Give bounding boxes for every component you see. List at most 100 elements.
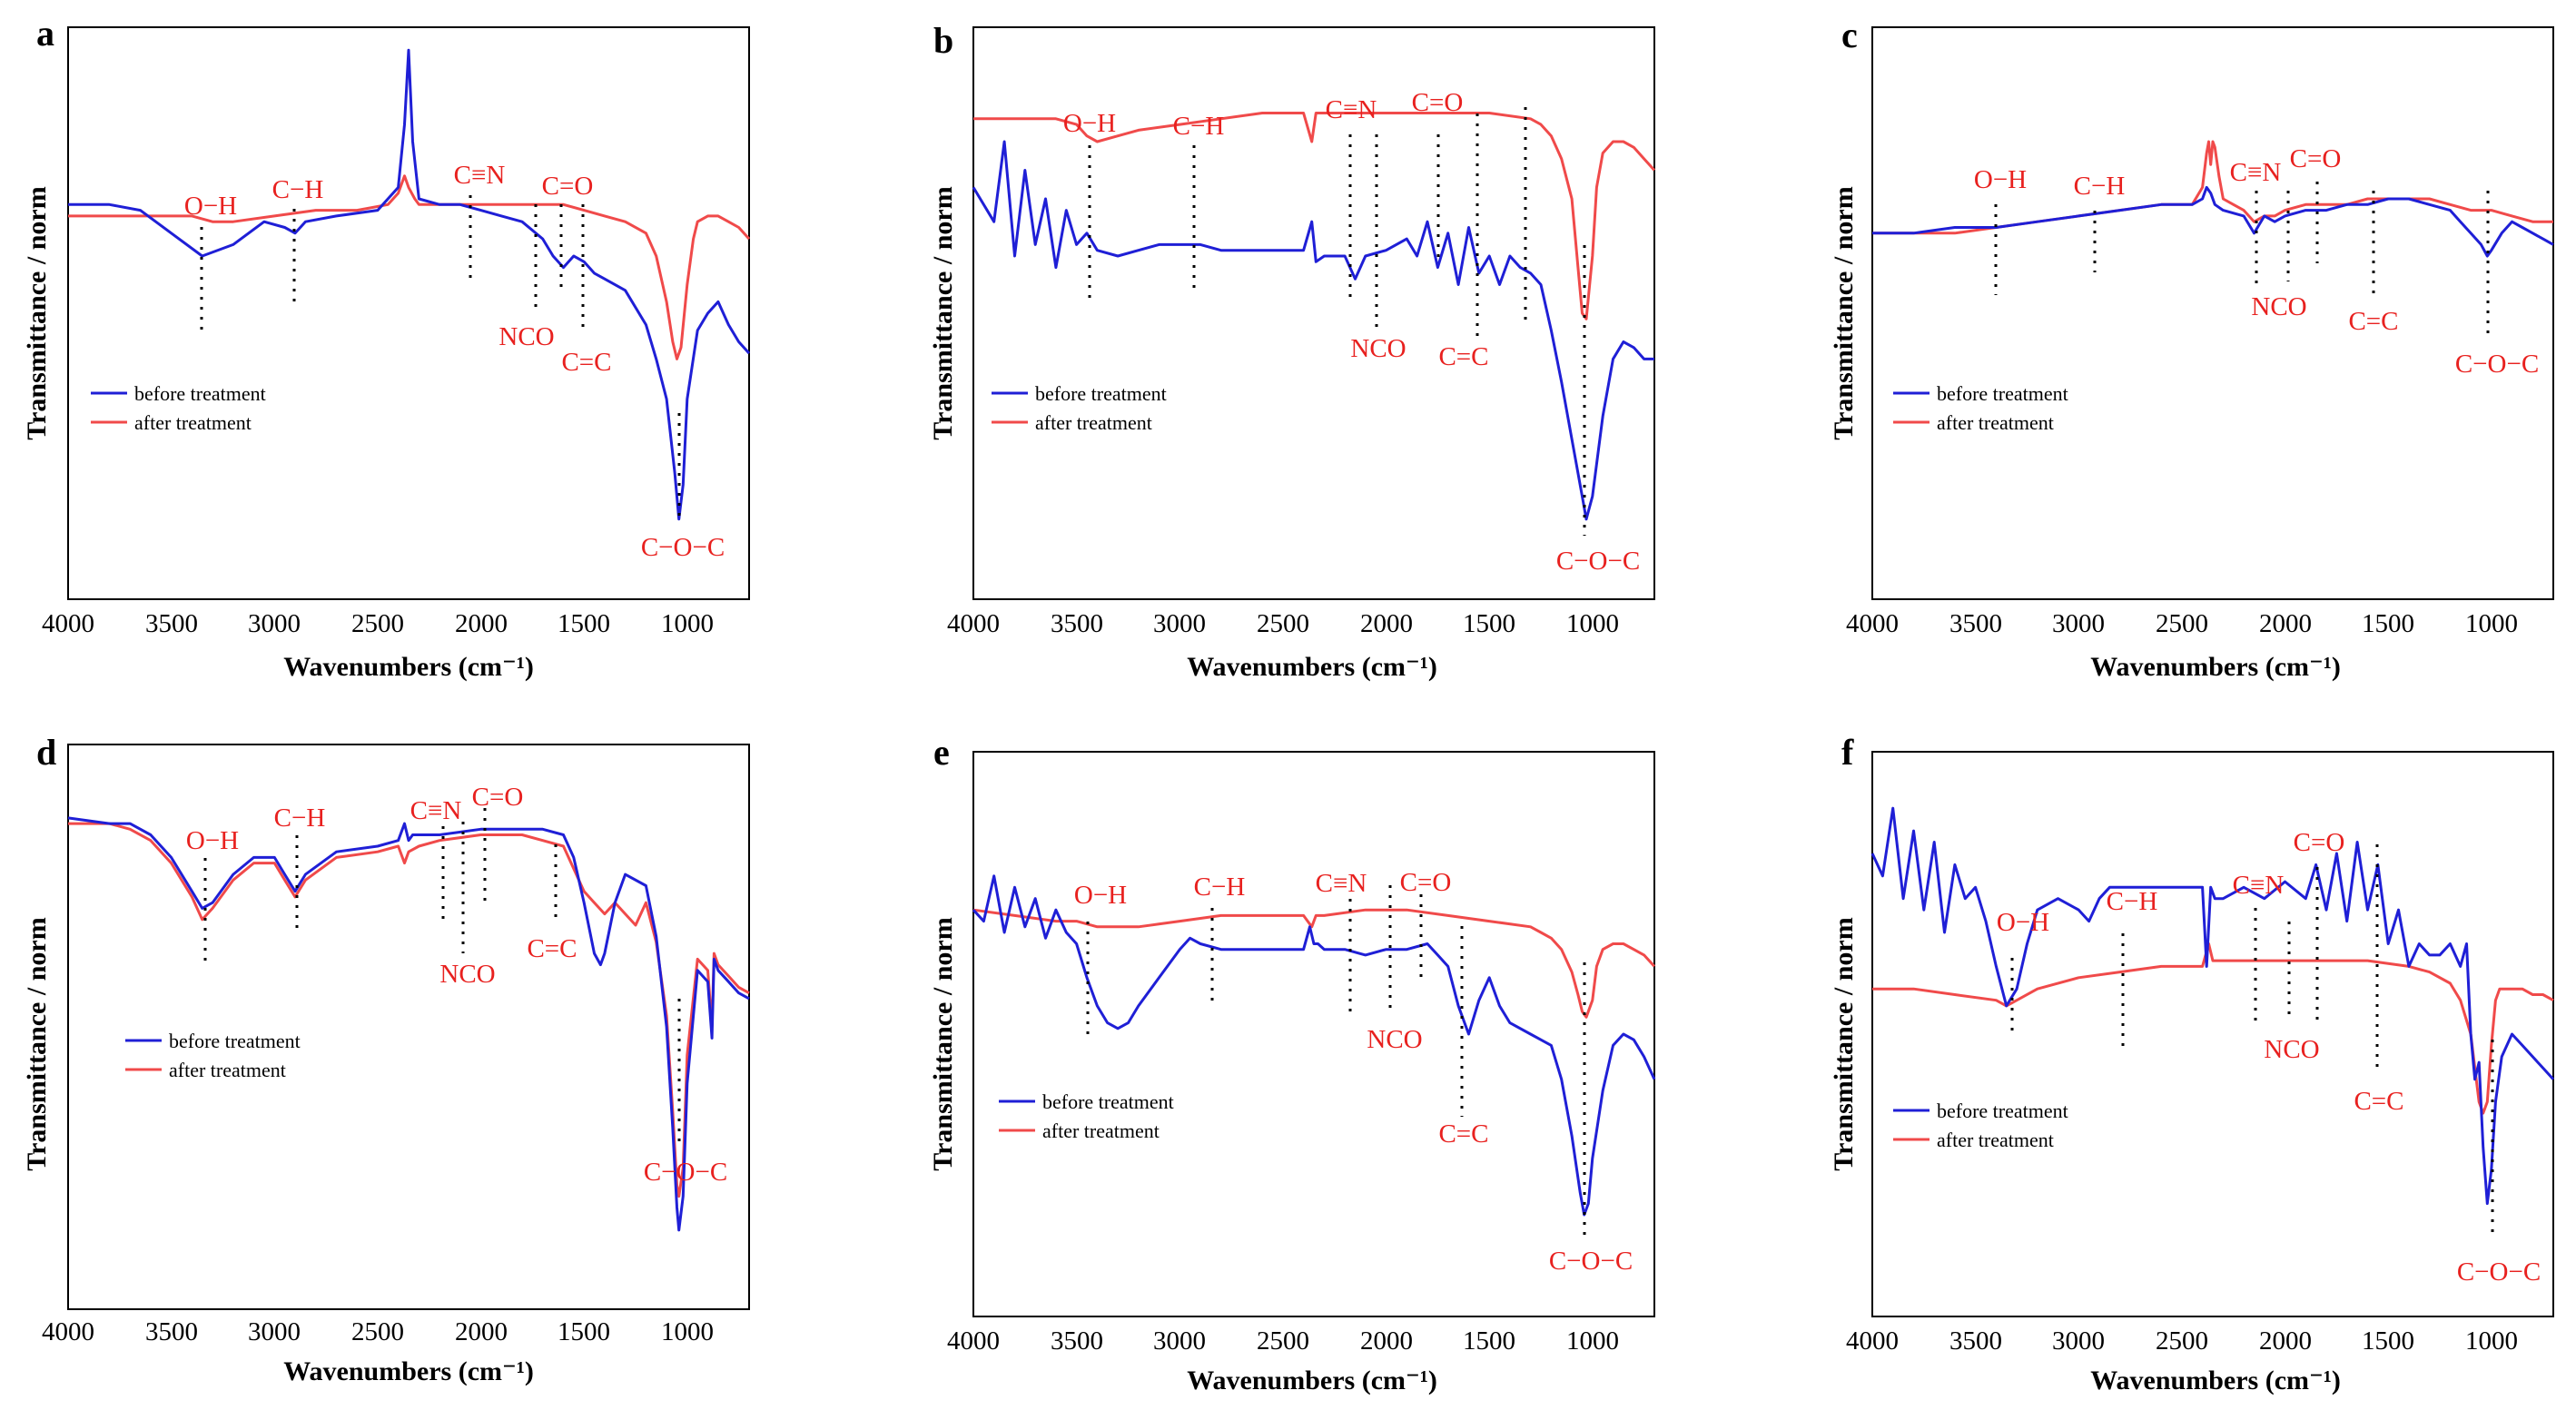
panel-letter-d: d — [36, 732, 56, 773]
x-tick-label: 2000 — [455, 1317, 508, 1346]
annotation-label-cn: C≡N — [2233, 871, 2285, 900]
legend-e: before treatment after treatment — [999, 1090, 1174, 1142]
series-layer-d — [67, 816, 750, 1232]
x-tick-label: 2000 — [2259, 1326, 2312, 1356]
annotation-label-nco: NCO — [498, 322, 554, 351]
series-line-before-b — [972, 140, 1654, 521]
x-tick-label: 3000 — [2052, 1326, 2105, 1356]
x-tick-label: 1000 — [1566, 609, 1619, 638]
annotation-label-co: C=O — [1400, 868, 1452, 897]
legend-label-before: before treatment — [1035, 382, 1167, 405]
legend-b: before treatment after treatment — [992, 382, 1167, 434]
legend-label-after: after treatment — [1937, 1129, 2054, 1151]
y-axis-title-e: Transmittance / norm — [928, 917, 958, 1170]
series-layer-a — [68, 48, 751, 521]
x-tick-label: 4000 — [947, 609, 1000, 638]
annotation-label-co: C=O — [472, 783, 524, 812]
annotation-label-co: C=O — [2290, 144, 2342, 173]
x-axis-title-b: Wavenumbers (cm⁻¹) — [1187, 652, 1437, 682]
series-line-after-e — [972, 908, 1656, 1019]
annotation-label-nco: NCO — [1350, 334, 1406, 363]
annotation-label-cn: C≡N — [1326, 95, 1377, 124]
x-tick-label: 4000 — [42, 609, 94, 638]
annotation-label-oh: O−H — [1074, 881, 1127, 910]
annotation-label-co: C=O — [1412, 88, 1464, 117]
x-tick-label: 3000 — [248, 1317, 301, 1346]
x-tick-label: 2000 — [1360, 1326, 1413, 1356]
x-tick-label: 2000 — [1360, 609, 1413, 638]
series-line-before-c — [1872, 185, 2554, 258]
panel-b: b Transmittance / norm Wavenumbers (cm⁻¹… — [928, 20, 1656, 682]
x-axis-title-e: Wavenumbers (cm⁻¹) — [1187, 1366, 1437, 1395]
legend-label-after: after treatment — [1937, 411, 2054, 434]
annotation-label-coc: C−O−C — [2457, 1257, 2541, 1287]
annotation-label-nco: NCO — [1367, 1025, 1422, 1054]
x-tick-labels-a: 4000 3500 3000 2500 2000 1500 1000 — [42, 609, 714, 638]
annotations-f: O−H C−H C≡N C=O NCO C=C C−O−C — [1997, 828, 2541, 1287]
panel-f: f Transmittance / norm Wavenumbers (cm⁻¹… — [1829, 732, 2555, 1395]
legend-c: before treatment after treatment — [1893, 382, 2068, 434]
x-tick-label: 3500 — [1949, 609, 2002, 638]
panel-letter-c: c — [1841, 15, 1858, 55]
x-tick-label: 1500 — [2362, 609, 2414, 638]
x-tick-label: 1500 — [558, 609, 610, 638]
x-tick-labels-f: 4000 3500 3000 2500 2000 1500 1000 — [1846, 1326, 2518, 1356]
x-tick-labels-d: 4000 3500 3000 2500 2000 1500 1000 — [42, 1317, 714, 1346]
annotation-label-cc: C=C — [2354, 1087, 2403, 1116]
y-axis-title-a: Transmittance / norm — [22, 186, 52, 439]
legend-label-after: after treatment — [169, 1059, 286, 1081]
annotation-label-cn: C≡N — [410, 796, 462, 825]
legend-label-before: before treatment — [169, 1030, 301, 1052]
annotation-label-nco: NCO — [2251, 292, 2306, 321]
series-line-after-b — [973, 112, 1656, 320]
annotation-label-oh: O−H — [186, 826, 239, 855]
panel-letter-a: a — [36, 13, 54, 54]
plot-frame-f — [1871, 751, 2554, 1317]
x-tick-label: 1500 — [1463, 1326, 1515, 1356]
legend-label-after: after treatment — [134, 411, 252, 434]
x-tick-label: 4000 — [42, 1317, 94, 1346]
x-tick-label: 3500 — [145, 1317, 198, 1346]
series-layer-c — [1872, 140, 2554, 258]
annotation-label-ch: C−H — [272, 175, 324, 204]
x-tick-label: 1000 — [661, 609, 714, 638]
annotations-b: O−H C−H C≡N C=O NCO C=C C−O−C — [1063, 88, 1640, 576]
series-line-after-f — [1872, 942, 2554, 1115]
annotation-label-co: C=O — [542, 172, 594, 201]
annotation-label-oh: O−H — [1974, 165, 2027, 194]
annotations-e: O−H C−H C≡N C=O NCO C=C C−O−C — [1074, 868, 1633, 1276]
y-axis-title-d: Transmittance / norm — [22, 917, 52, 1170]
legend-label-before: before treatment — [134, 382, 266, 405]
annotation-label-nco: NCO — [2264, 1035, 2319, 1064]
panel-letter-f: f — [1841, 732, 1854, 773]
x-tick-label: 2500 — [351, 1317, 404, 1346]
legend-label-before: before treatment — [1937, 1099, 2068, 1122]
panel-letter-b: b — [933, 20, 953, 61]
x-axis-title-a: Wavenumbers (cm⁻¹) — [283, 652, 534, 682]
legend-a: before treatment after treatment — [91, 382, 266, 434]
series-line-before-d — [67, 816, 750, 1232]
annotation-label-oh: O−H — [184, 192, 237, 221]
y-axis-title-b: Transmittance / norm — [928, 186, 958, 439]
annotation-label-cn: C≡N — [2230, 158, 2282, 187]
annotations-a: O−H C−H C≡N C=O NCO C=C C−O−C — [184, 161, 725, 562]
annotation-label-oh: O−H — [1063, 109, 1116, 138]
series-layer-f — [1870, 806, 2555, 1206]
annotation-label-cc: C=C — [527, 934, 577, 963]
annotation-label-ch: C−H — [1194, 873, 1246, 902]
annotation-label-coc: C−O−C — [2455, 350, 2539, 379]
x-tick-labels-c: 4000 3500 3000 2500 2000 1500 1000 — [1846, 609, 2518, 638]
annotation-label-coc: C−O−C — [641, 533, 725, 562]
x-tick-labels-e: 4000 3500 3000 2500 2000 1500 1000 — [947, 1326, 1619, 1356]
x-tick-label: 1500 — [558, 1317, 610, 1346]
x-tick-label: 3000 — [2052, 609, 2105, 638]
legend-d: before treatment after treatment — [125, 1030, 301, 1081]
annotation-label-cn: C≡N — [454, 161, 506, 190]
x-tick-label: 3000 — [248, 609, 301, 638]
series-line-before-f — [1870, 806, 2555, 1206]
legend-f: before treatment after treatment — [1893, 1099, 2068, 1151]
x-tick-label: 3500 — [1051, 609, 1103, 638]
x-tick-label: 2500 — [1257, 609, 1309, 638]
plot-frame-a — [67, 26, 750, 600]
